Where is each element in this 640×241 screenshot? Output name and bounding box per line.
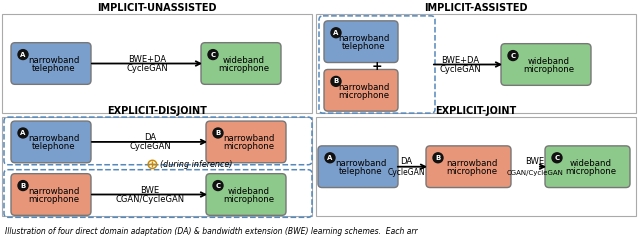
- Text: microphone: microphone: [524, 65, 575, 74]
- Text: (during inference): (during inference): [160, 160, 232, 169]
- FancyBboxPatch shape: [206, 121, 286, 163]
- Text: A: A: [20, 130, 26, 136]
- Text: A: A: [327, 155, 333, 161]
- Text: B: B: [435, 155, 440, 161]
- Text: telephone: telephone: [342, 42, 386, 51]
- Text: +: +: [372, 60, 382, 73]
- Text: microphone: microphone: [339, 91, 390, 100]
- Text: CycleGAN: CycleGAN: [126, 64, 168, 73]
- Bar: [316, 14, 636, 113]
- FancyBboxPatch shape: [11, 174, 91, 215]
- Bar: [2, 14, 312, 113]
- Text: narrowband: narrowband: [446, 159, 497, 168]
- Text: CycleGAN: CycleGAN: [129, 142, 171, 151]
- FancyBboxPatch shape: [426, 146, 511, 187]
- Text: wideband: wideband: [570, 159, 611, 168]
- Text: telephone: telephone: [32, 64, 76, 73]
- Text: C: C: [216, 183, 221, 188]
- Text: microphone: microphone: [446, 167, 497, 176]
- FancyBboxPatch shape: [206, 174, 286, 215]
- FancyBboxPatch shape: [501, 44, 591, 85]
- Text: IMPLICIT-ASSISTED: IMPLICIT-ASSISTED: [424, 3, 528, 13]
- Bar: [2, 117, 312, 216]
- Text: microphone: microphone: [28, 195, 79, 204]
- Text: narrowband: narrowband: [28, 56, 80, 65]
- Text: microphone: microphone: [565, 167, 616, 176]
- Circle shape: [208, 50, 218, 60]
- Text: A: A: [333, 30, 339, 36]
- Circle shape: [331, 28, 341, 38]
- Text: DA: DA: [144, 134, 156, 142]
- Text: CycleGAN: CycleGAN: [439, 65, 481, 74]
- Text: C: C: [554, 155, 559, 161]
- Text: CGAN/CycleGAN: CGAN/CycleGAN: [115, 195, 184, 204]
- FancyBboxPatch shape: [11, 121, 91, 163]
- Text: narrowband: narrowband: [28, 134, 80, 143]
- Text: A: A: [20, 52, 26, 58]
- Text: CGAN/CycleGAN: CGAN/CycleGAN: [507, 170, 563, 176]
- Text: microphone: microphone: [223, 142, 275, 151]
- Text: narrowband: narrowband: [28, 187, 80, 196]
- Text: telephone: telephone: [339, 167, 383, 176]
- FancyBboxPatch shape: [324, 21, 398, 62]
- Circle shape: [433, 153, 443, 163]
- Text: BWE+DA: BWE+DA: [128, 55, 166, 64]
- Text: BWE+DA: BWE+DA: [441, 56, 479, 65]
- FancyBboxPatch shape: [324, 69, 398, 111]
- Bar: [316, 117, 636, 216]
- Text: narrowband: narrowband: [335, 159, 387, 168]
- Text: BWE: BWE: [525, 157, 545, 166]
- Text: IMPLICIT-UNASSISTED: IMPLICIT-UNASSISTED: [97, 3, 217, 13]
- Text: B: B: [333, 78, 339, 84]
- Text: B: B: [20, 183, 26, 188]
- Text: EXPLICIT-DISJOINT: EXPLICIT-DISJOINT: [107, 106, 207, 116]
- Circle shape: [18, 181, 28, 191]
- Text: DA: DA: [400, 157, 412, 166]
- FancyBboxPatch shape: [11, 43, 91, 84]
- Text: microphone: microphone: [223, 195, 275, 204]
- Text: ⊕: ⊕: [146, 157, 158, 172]
- Text: BWE: BWE: [140, 186, 159, 195]
- FancyBboxPatch shape: [545, 146, 630, 187]
- Text: narrowband: narrowband: [339, 83, 390, 92]
- Text: Illustration of four direct domain adaptation (DA) & bandwidth extension (BWE) l: Illustration of four direct domain adapt…: [5, 227, 418, 236]
- Text: C: C: [511, 53, 516, 59]
- Circle shape: [331, 76, 341, 86]
- Circle shape: [213, 128, 223, 138]
- Text: EXPLICIT-JOINT: EXPLICIT-JOINT: [435, 106, 516, 116]
- Text: wideband: wideband: [228, 187, 270, 196]
- Circle shape: [552, 153, 562, 163]
- Text: microphone: microphone: [218, 64, 269, 73]
- Text: narrowband: narrowband: [223, 134, 275, 143]
- Circle shape: [18, 128, 28, 138]
- Circle shape: [18, 50, 28, 60]
- Circle shape: [508, 51, 518, 60]
- FancyBboxPatch shape: [201, 43, 281, 84]
- Text: wideband: wideband: [223, 56, 265, 65]
- Text: CycleGAN: CycleGAN: [387, 168, 425, 177]
- FancyBboxPatch shape: [318, 146, 398, 187]
- Text: B: B: [216, 130, 221, 136]
- Circle shape: [325, 153, 335, 163]
- Text: narrowband: narrowband: [339, 34, 390, 43]
- Text: telephone: telephone: [32, 142, 76, 151]
- Text: C: C: [211, 52, 216, 58]
- Text: wideband: wideband: [528, 57, 570, 66]
- Circle shape: [213, 181, 223, 191]
